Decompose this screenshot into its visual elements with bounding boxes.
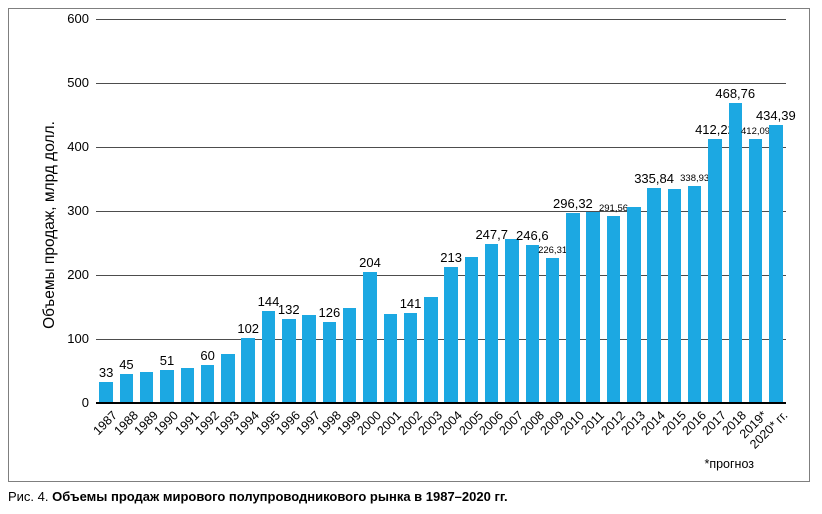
gridline (96, 339, 786, 340)
bar (586, 211, 600, 403)
bar-value-label: 468,76 (715, 85, 756, 101)
y-tick-label: 300 (67, 203, 89, 218)
bar (667, 188, 682, 403)
bar (261, 310, 276, 403)
figure-frame: Объемы продаж, млрд долл. *прогноз 0 100 2… (8, 8, 810, 482)
bar-value-label: 33 (98, 364, 114, 380)
y-tick-label: 0 (81, 395, 89, 410)
bar (424, 296, 438, 403)
bar (566, 213, 580, 403)
bar (180, 367, 195, 403)
bar (647, 188, 661, 403)
bar (627, 207, 641, 403)
bar (403, 312, 418, 403)
bar-value-label: 204 (359, 255, 381, 271)
bar-value-label: 247,7 (475, 227, 508, 243)
bar (505, 239, 519, 403)
bar (221, 353, 235, 403)
bar (119, 374, 134, 403)
bar (139, 371, 154, 403)
bar (322, 322, 337, 403)
bar-value-label: 335,84 (634, 171, 674, 187)
gridline (96, 83, 786, 84)
bar (383, 314, 397, 403)
figure-caption: Рис. 4. Объемы продаж мирового полупрово… (8, 489, 508, 504)
y-tick-label: 200 (67, 267, 89, 282)
bar (342, 307, 357, 403)
bar (302, 315, 316, 403)
bar (606, 216, 621, 403)
bar (160, 370, 174, 403)
bar (282, 318, 296, 403)
bar-value-label: 338,93 (680, 173, 710, 185)
gridline (96, 19, 786, 20)
bar (484, 244, 499, 403)
bar (687, 186, 702, 403)
y-tick-label: 400 (67, 139, 89, 154)
bar-value-label: 434,39 (755, 107, 796, 123)
bar (769, 124, 783, 403)
caption-text: Объемы продаж мирового полупроводниковог… (52, 489, 508, 504)
caption-prefix: Рис. 4. (8, 489, 49, 504)
bar (748, 139, 763, 403)
bar-value-label: 141 (399, 295, 422, 311)
bar (708, 139, 722, 403)
bar-value-label: 45 (119, 357, 134, 373)
bar (525, 245, 540, 403)
bar (363, 272, 377, 403)
gridline (96, 211, 786, 212)
bar-value-label: 412,09 (741, 126, 771, 138)
bar-value-label: 132 (277, 301, 300, 317)
bar-value-label: 296,32 (553, 196, 593, 212)
bar-value-label: 291,56 (598, 203, 629, 215)
y-tick-label: 600 (67, 11, 89, 26)
bar (200, 364, 215, 403)
x-axis-line (96, 402, 786, 404)
gridline (96, 147, 786, 148)
bar (545, 258, 560, 403)
bar-value-label: 246,6 (516, 228, 549, 244)
bar (444, 266, 458, 403)
bar-value-label: 412,22 (695, 122, 735, 138)
forecast-footnote: *прогноз (704, 457, 754, 471)
y-tick-label: 500 (67, 75, 89, 90)
bar-value-label: 60 (200, 347, 215, 363)
gridline (96, 275, 786, 276)
bar-value-label: 126 (318, 305, 341, 321)
y-tick-label: 100 (67, 331, 89, 346)
bar (464, 257, 479, 403)
bar-value-label: 144 (257, 293, 280, 309)
bar-value-label: 213 (440, 249, 462, 265)
bar (728, 102, 742, 403)
bar-value-label: 226,31 (538, 245, 568, 257)
bar-value-label: 102 (237, 320, 260, 336)
bar (99, 381, 113, 403)
bar-value-label: 51 (159, 353, 175, 369)
bar (241, 337, 255, 403)
